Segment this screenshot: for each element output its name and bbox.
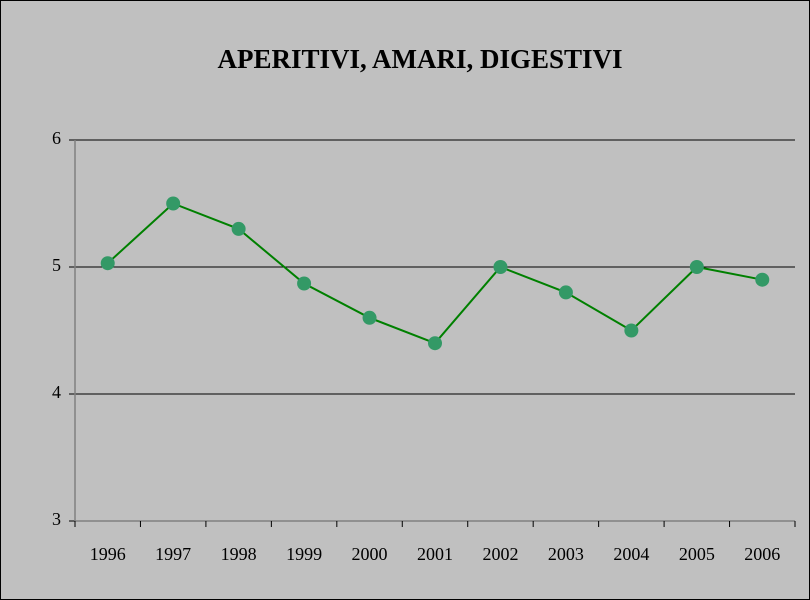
x-tick-label: 2005 — [679, 544, 715, 564]
x-tick-label: 2003 — [548, 544, 584, 564]
x-tick-label: 2004 — [613, 544, 649, 564]
x-tick-label: 1996 — [90, 544, 126, 564]
data-point — [166, 196, 181, 211]
y-tick-label: 6 — [52, 128, 61, 148]
y-tick-label: 3 — [52, 509, 61, 529]
data-point — [231, 221, 246, 236]
x-tick-label: 1999 — [286, 544, 322, 564]
y-tick-label: 4 — [52, 382, 61, 402]
data-point — [493, 260, 508, 274]
x-tick-label: 1998 — [221, 544, 257, 564]
data-point — [100, 256, 115, 271]
data-point — [428, 336, 442, 351]
data-point — [558, 285, 573, 300]
x-tick-label: 2002 — [482, 544, 518, 564]
y-tick-label: 5 — [52, 255, 61, 275]
x-tick-label: 2006 — [744, 544, 780, 564]
x-tick-label: 2001 — [417, 544, 453, 564]
data-point — [297, 276, 312, 291]
x-tick-label: 2000 — [352, 544, 388, 564]
data-point — [362, 310, 377, 325]
chart-title: APERITIVI, AMARI, DIGESTIVI — [217, 44, 622, 74]
data-point — [755, 272, 770, 287]
data-point — [624, 323, 639, 338]
x-tick-label: 1997 — [155, 544, 191, 564]
data-point — [689, 260, 704, 274]
